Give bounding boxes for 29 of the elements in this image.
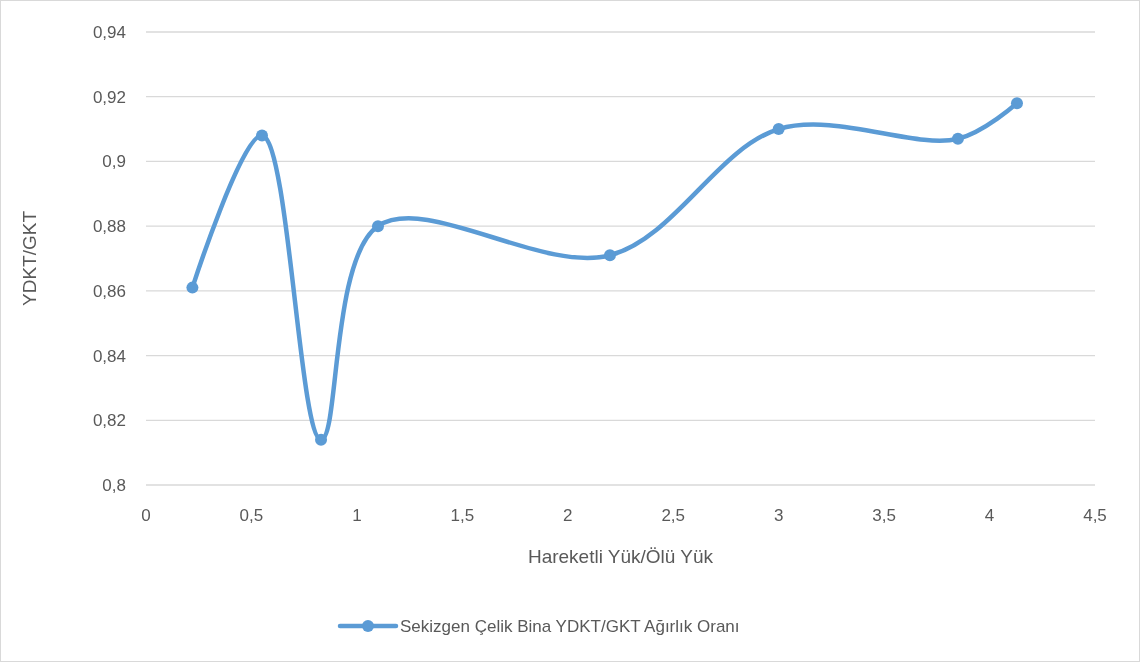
y-axis-title: YDKT/GKT	[19, 210, 40, 307]
x-axis-title: Hareketli Yük/Ölü Yük	[527, 546, 714, 567]
point	[1010, 97, 1023, 110]
y-tick-label: 0,84	[92, 346, 126, 366]
y-tick-label: 0,92	[92, 87, 126, 107]
y-tick-label: 0,88	[92, 217, 126, 237]
point	[603, 249, 616, 262]
x-tick-label: 4,5	[1083, 506, 1107, 525]
x-tick-label: 2,5	[661, 506, 686, 525]
y-tick-label: 0,9	[102, 152, 126, 172]
x-tick-label: 3	[773, 506, 784, 525]
y-tick-label: 0,94	[92, 22, 126, 42]
point	[951, 132, 964, 145]
x-tick-label: 0	[141, 506, 151, 525]
y-tick-label: 0,8	[102, 475, 126, 495]
x-tick-label: 1	[352, 506, 362, 525]
x-tick-label: 0,5	[239, 506, 264, 525]
x-tick-label: 3,5	[872, 506, 896, 525]
point	[371, 220, 384, 233]
x-tick-label: 1,5	[450, 506, 475, 525]
legend-label: Sekizgen Çelik Bina YDKT/GKT Ağırlık Oranı	[400, 616, 740, 636]
x-tick-label: 4	[984, 506, 995, 525]
point	[186, 281, 199, 294]
x-tick-label: 2	[563, 506, 573, 525]
y-tick-label: 0,82	[92, 411, 126, 431]
y-tick-label: 0,86	[92, 281, 126, 301]
point	[772, 123, 785, 136]
point	[315, 433, 328, 446]
point	[255, 129, 268, 142]
